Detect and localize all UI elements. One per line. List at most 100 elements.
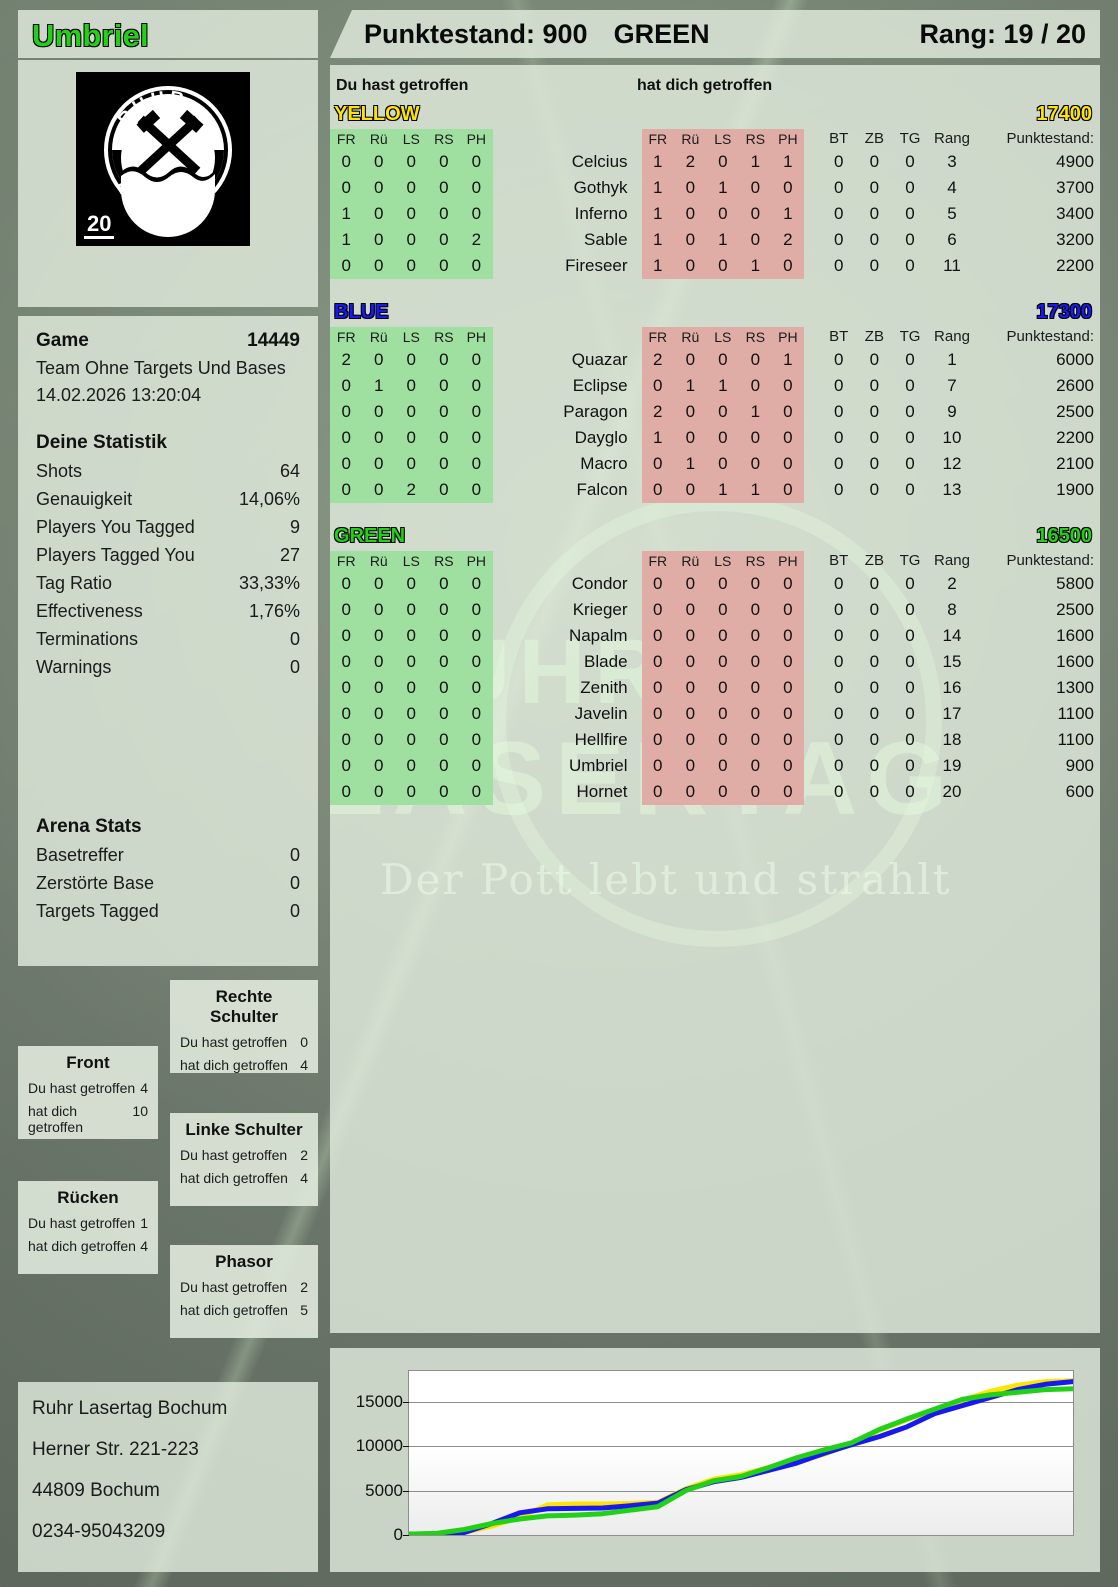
table-row[interactable]: 00000Umbriel0000000019900: [330, 753, 1100, 779]
table-row[interactable]: 00000Celcius1201100034900: [330, 149, 1100, 175]
cell-them-RS: 1: [739, 399, 772, 425]
cell-you-FR: 0: [330, 477, 363, 503]
table-row[interactable]: 00000Hellfire00000000181100: [330, 727, 1100, 753]
cell-you-Rü: 0: [363, 347, 396, 373]
cell-you-PH: 0: [460, 701, 493, 727]
cell-ZB: 0: [857, 701, 893, 727]
table-row[interactable]: 00000Macro01000000122100: [330, 451, 1100, 477]
cell-you-RS: 0: [428, 451, 461, 477]
stat-label: Warnings: [36, 657, 111, 678]
table-row[interactable]: 00200Falcon00110000131900: [330, 477, 1100, 503]
table-row[interactable]: 10000Inferno1000100053400: [330, 201, 1100, 227]
cell-you-Rü: 0: [363, 175, 396, 201]
cell-them-FR: 0: [642, 727, 675, 753]
cell-them-Rü: 1: [674, 373, 707, 399]
table-row[interactable]: 00000Krieger0000000082500: [330, 597, 1100, 623]
cell-spacer: [804, 253, 821, 279]
cell-BT: 0: [821, 253, 857, 279]
cell-you-Rü: 0: [363, 201, 396, 227]
cell-them-PH: 0: [772, 425, 805, 451]
table-row[interactable]: 00000Napalm00000000141600: [330, 623, 1100, 649]
cell-them-RS: 1: [739, 149, 772, 175]
cell-BT: 0: [821, 149, 857, 175]
bodypart-gothit-label: hat dich getroffen: [180, 1302, 288, 1318]
cell-you-LS: 0: [395, 779, 428, 805]
cell-them-RS: 1: [739, 253, 772, 279]
cell-them-PH: 0: [772, 597, 805, 623]
bodypart-card-rechte-schulter: Rechte Schulter Du hast getroffen0 hat d…: [170, 980, 318, 1073]
team-table: FRRüLSRSPHFRRüLSRSPHBTZBTGRangPunktestan…: [330, 327, 1100, 503]
cell-player-name: Napalm: [493, 623, 642, 649]
table-row[interactable]: 00000Paragon2001000092500: [330, 399, 1100, 425]
cell-player-name: Blade: [493, 649, 642, 675]
stat-label: Players You Tagged: [36, 517, 195, 538]
cell-them-Rü: 0: [674, 753, 707, 779]
game-header: Game 14449: [36, 330, 300, 352]
table-row[interactable]: 00000Hornet0000000020600: [330, 779, 1100, 805]
cell-player-name: Quazar: [493, 347, 642, 373]
cell-you-LS: 0: [395, 451, 428, 477]
team-name: YELLOW: [334, 103, 420, 126]
page-title: Umbriel: [32, 18, 149, 54]
cell-BT: 0: [821, 571, 857, 597]
table-row[interactable]: 10002Sable1010200063200: [330, 227, 1100, 253]
cell-you-RS: 0: [428, 347, 461, 373]
cell-ZB: 0: [857, 451, 893, 477]
cell-them-Rü: 0: [674, 477, 707, 503]
col-spacer: [804, 327, 821, 347]
cell-you-LS: 0: [395, 425, 428, 451]
cell-you-PH: 0: [460, 753, 493, 779]
cell-them-FR: 0: [642, 451, 675, 477]
cell-them-RS: 0: [739, 347, 772, 373]
cell-you-FR: 1: [330, 227, 363, 253]
cell-BT: 0: [821, 347, 857, 373]
cell-you-PH: 0: [460, 779, 493, 805]
bodypart-title: Linke Schulter: [180, 1120, 308, 1140]
bodypart-title: Rücken: [28, 1188, 148, 1208]
cell-BT: 0: [821, 701, 857, 727]
cell-spacer: [804, 477, 821, 503]
cell-you-FR: 0: [330, 253, 363, 279]
table-row[interactable]: 00000Blade00000000151600: [330, 649, 1100, 675]
table-row[interactable]: 20000Quazar2000100016000: [330, 347, 1100, 373]
table-row[interactable]: 00000Dayglo10000000102200: [330, 425, 1100, 451]
table-row[interactable]: 00000Condor0000000025800: [330, 571, 1100, 597]
cell-TG: 0: [892, 623, 928, 649]
table-header-row: FRRüLSRSPHFRRüLSRSPHBTZBTGRangPunktestan…: [330, 327, 1100, 347]
cell-spacer: [804, 701, 821, 727]
table-row[interactable]: 01000Eclipse0110000072600: [330, 373, 1100, 399]
col-header-you-RS: RS: [428, 129, 461, 149]
table-row[interactable]: 00000Fireseer10010000112200: [330, 253, 1100, 279]
cell-you-LS: 0: [395, 227, 428, 253]
cell-ZB: 0: [857, 425, 893, 451]
cell-you-LS: 0: [395, 623, 428, 649]
cell-them-Rü: 1: [674, 451, 707, 477]
cell-TG: 0: [892, 399, 928, 425]
cell-BT: 0: [821, 451, 857, 477]
table-row[interactable]: 00000Zenith00000000161300: [330, 675, 1100, 701]
cell-you-LS: 0: [395, 727, 428, 753]
team-total-score: 16500: [1036, 525, 1092, 548]
ruhr-lasertag-logo: RUHR LASERTAG 20: [76, 72, 250, 246]
cell-them-RS: 0: [739, 373, 772, 399]
cell-you-RS: 0: [428, 623, 461, 649]
bodypart-hit-label: Du hast getroffen: [28, 1080, 135, 1096]
col-header-you-LS: LS: [395, 551, 428, 571]
cell-player-name: Falcon: [493, 477, 642, 503]
cell-you-FR: 0: [330, 675, 363, 701]
col-header-them-Rü: Rü: [674, 129, 707, 149]
table-row[interactable]: 00000Javelin00000000171100: [330, 701, 1100, 727]
cell-them-FR: 0: [642, 779, 675, 805]
cell-rank: 1: [928, 347, 976, 373]
cell-you-RS: 0: [428, 701, 461, 727]
cell-them-LS: 1: [707, 227, 740, 253]
watermark-tagline: Der Pott lebt und strahlt: [380, 855, 952, 904]
col-header-player: [493, 327, 642, 347]
table-row[interactable]: 00000Gothyk1010000043700: [330, 175, 1100, 201]
cell-BT: 0: [821, 779, 857, 805]
cell-you-Rü: 0: [363, 701, 396, 727]
col-header-you-Rü: Rü: [363, 129, 396, 149]
cell-TG: 0: [892, 227, 928, 253]
cell-ZB: 0: [857, 779, 893, 805]
col-header-player: [493, 551, 642, 571]
